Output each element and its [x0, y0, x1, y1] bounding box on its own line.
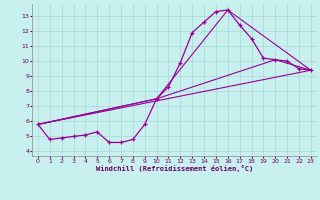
X-axis label: Windchill (Refroidissement éolien,°C): Windchill (Refroidissement éolien,°C) — [96, 165, 253, 172]
